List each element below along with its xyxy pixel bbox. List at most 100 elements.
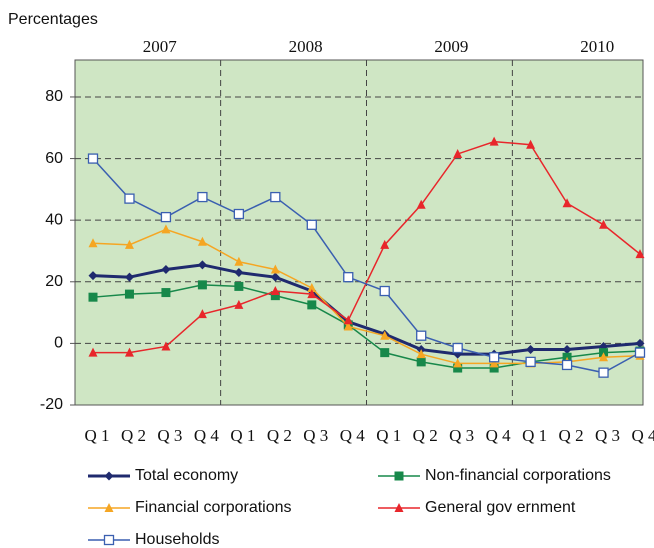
- data-point: [379, 285, 390, 297]
- year-label: 2007: [143, 37, 178, 56]
- data-point: [234, 281, 244, 291]
- data-point: [489, 358, 499, 368]
- x-tick-label: Q 1: [230, 426, 255, 445]
- data-point: [197, 236, 207, 246]
- y-tick-label: 0: [54, 335, 63, 352]
- x-tick-label: Q 2: [559, 426, 584, 445]
- data-point: [343, 321, 353, 331]
- data-point: [197, 191, 208, 203]
- data-point: [635, 249, 645, 259]
- x-tick-label: Q 2: [121, 426, 146, 445]
- data-point: [307, 289, 317, 299]
- data-point: [234, 299, 244, 309]
- data-point: [380, 239, 390, 249]
- data-point: [526, 139, 536, 149]
- data-point: [234, 268, 244, 278]
- series-line: [92, 228, 641, 365]
- data-point: [453, 358, 463, 368]
- x-tick-label: Q 3: [157, 426, 182, 445]
- data-point: [416, 357, 426, 367]
- data-point: [124, 239, 134, 249]
- data-point: [197, 260, 207, 270]
- legend-label: Households: [135, 531, 220, 548]
- legend-label: Non-financial corporations: [425, 467, 611, 484]
- data-point: [161, 264, 171, 274]
- data-point: [634, 347, 646, 358]
- data-point: [87, 153, 99, 164]
- data-point: [562, 345, 572, 355]
- data-point: [598, 367, 609, 378]
- data-point: [161, 341, 171, 351]
- data-point: [197, 280, 207, 290]
- data-point: [416, 199, 426, 209]
- data-point: [124, 289, 134, 299]
- data-point: [525, 356, 536, 368]
- data-point: [307, 300, 317, 310]
- data-point: [561, 359, 573, 371]
- data-point: [270, 264, 280, 274]
- legend-marker: [394, 471, 404, 481]
- data-point: [453, 148, 463, 158]
- data-point: [343, 272, 354, 283]
- data-point: [124, 347, 134, 357]
- x-tick-label: Q 4: [194, 426, 220, 445]
- data-point: [233, 208, 245, 220]
- series-line: [92, 158, 641, 374]
- legend-label: Financial corporations: [135, 499, 292, 516]
- series-line: [92, 263, 641, 356]
- x-tick-label: Q 3: [449, 426, 474, 445]
- data-point: [416, 330, 427, 341]
- y-tick-label: 20: [45, 273, 63, 290]
- data-point: [270, 191, 281, 203]
- data-point: [197, 309, 207, 319]
- data-point: [416, 349, 426, 359]
- x-tick-label: Q 4: [486, 426, 512, 445]
- data-point: [380, 330, 390, 340]
- legend-marker: [104, 471, 114, 481]
- x-tick-label: Q 2: [267, 426, 292, 445]
- y-tick-label: 60: [45, 150, 63, 167]
- series-line: [92, 284, 641, 369]
- legend-marker: [394, 503, 404, 512]
- x-tick-label: Q 2: [413, 426, 438, 445]
- y-tick-label: 40: [45, 211, 63, 228]
- data-point: [161, 224, 171, 234]
- data-point: [599, 219, 609, 229]
- year-label: 2010: [580, 37, 614, 56]
- data-point: [88, 271, 98, 281]
- x-tick-label: Q 1: [376, 426, 401, 445]
- data-point: [270, 291, 280, 301]
- x-tick-label: Q 1: [84, 426, 109, 445]
- x-tick-label: Q 1: [522, 426, 547, 445]
- x-tick-label: Q 4: [340, 426, 366, 445]
- x-tick-label: Q 3: [595, 426, 620, 445]
- data-point: [488, 352, 500, 363]
- x-tick-label: Q 4: [631, 426, 654, 445]
- data-point: [161, 288, 171, 298]
- y-axis-label: Percentages: [8, 11, 98, 28]
- data-point: [124, 272, 134, 282]
- legend-label: General gov ernment: [425, 499, 576, 516]
- legend-marker: [103, 534, 115, 546]
- data-point: [343, 315, 353, 325]
- data-point: [452, 342, 463, 354]
- data-point: [160, 211, 172, 223]
- data-point: [489, 136, 499, 146]
- data-point: [270, 286, 280, 296]
- data-point: [270, 272, 280, 282]
- data-point: [124, 193, 135, 204]
- data-point: [489, 363, 499, 373]
- legend-label: Total economy: [135, 467, 238, 484]
- data-point: [562, 198, 572, 208]
- data-point: [88, 238, 98, 248]
- year-label: 2008: [289, 37, 323, 56]
- data-point: [307, 282, 317, 292]
- data-point: [234, 256, 244, 266]
- data-point: [635, 338, 645, 348]
- data-point: [526, 345, 536, 355]
- data-point: [88, 347, 98, 357]
- x-tick-label: Q 3: [303, 426, 328, 445]
- data-point: [380, 348, 390, 358]
- data-point: [88, 292, 98, 302]
